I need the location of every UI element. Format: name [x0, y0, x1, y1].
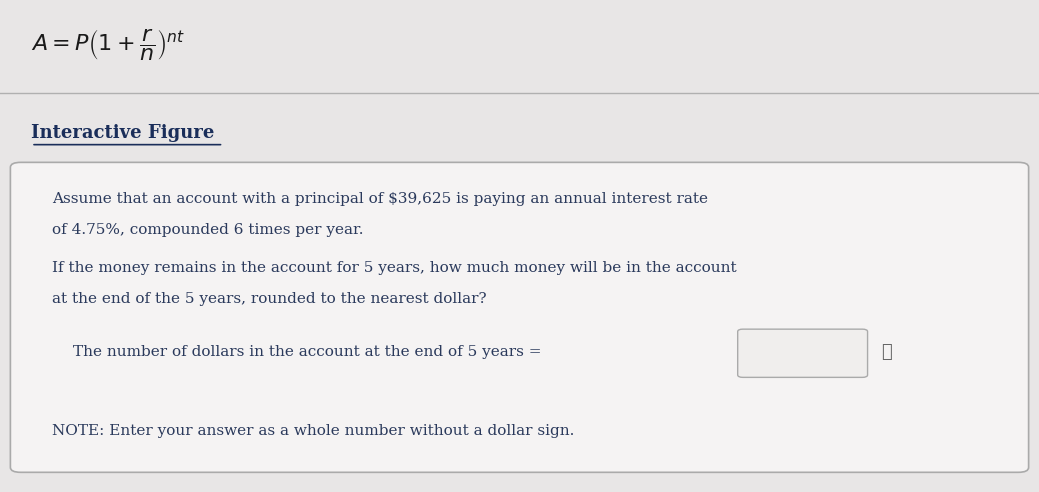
Text: Interactive Figure: Interactive Figure: [31, 124, 214, 142]
Text: of 4.75%, compounded 6 times per year.: of 4.75%, compounded 6 times per year.: [52, 223, 364, 237]
Text: NOTE: Enter your answer as a whole number without a dollar sign.: NOTE: Enter your answer as a whole numbe…: [52, 424, 575, 437]
FancyBboxPatch shape: [738, 329, 868, 377]
Text: 👍: 👍: [881, 343, 891, 361]
FancyBboxPatch shape: [10, 162, 1029, 472]
Text: Assume that an account with a principal of $39,625 is paying an annual interest : Assume that an account with a principal …: [52, 192, 708, 206]
Text: $A = P\left(1+\dfrac{r}{n}\right)^{nt}$: $A = P\left(1+\dfrac{r}{n}\right)^{nt}$: [31, 27, 185, 62]
Text: at the end of the 5 years, rounded to the nearest dollar?: at the end of the 5 years, rounded to th…: [52, 292, 486, 306]
Text: If the money remains in the account for 5 years, how much money will be in the a: If the money remains in the account for …: [52, 261, 737, 275]
Text: The number of dollars in the account at the end of 5 years =: The number of dollars in the account at …: [73, 345, 541, 359]
